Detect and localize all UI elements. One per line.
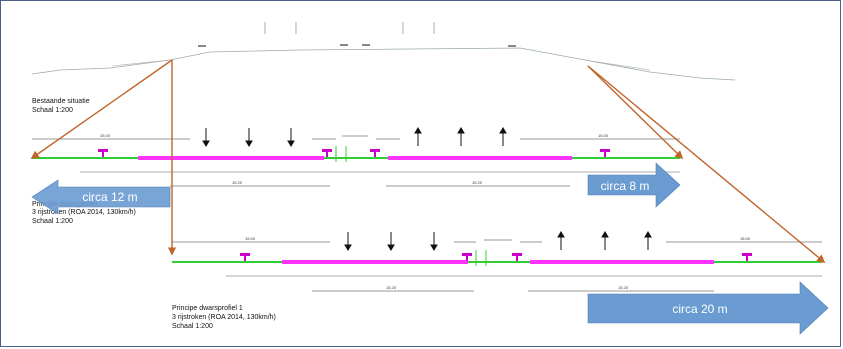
- profile-b-subtitle: 3 rijstroken (ROA 2014, 130km/h): [172, 314, 276, 321]
- existing-embankment: [31, 22, 736, 81]
- callout-right-bottom: circa 20 m: [587, 281, 829, 335]
- guide-lines: [30, 59, 826, 264]
- svg-text:15.20: 15.20: [618, 285, 629, 290]
- existing-scale: Schaal 1:200: [32, 107, 73, 114]
- existing-title: Bestaande situatie: [32, 98, 90, 105]
- profile-a-scale: Schaal 1:200: [32, 218, 73, 225]
- profile-b-title: Principe dwarsprofiel 1: [172, 305, 243, 312]
- svg-text:15.00: 15.00: [100, 133, 111, 138]
- profile-a-subtitle: 3 rijstroken (ROA 2014, 130km/h): [32, 209, 136, 216]
- profile-b-scale: Schaal 1:200: [172, 323, 213, 330]
- svg-text:15.00: 15.00: [740, 236, 751, 241]
- profile-b: 15.00 15.00 15.20 15.20: [172, 231, 822, 292]
- svg-text:15.00: 15.00: [598, 133, 609, 138]
- svg-text:15.00: 15.00: [245, 236, 256, 241]
- svg-text:15.20: 15.20: [232, 180, 243, 185]
- callout-left: circa 12 m: [31, 179, 171, 215]
- callout-right-bottom-text: circa 20 m: [672, 302, 727, 316]
- svg-text:15.20: 15.20: [386, 285, 397, 290]
- callout-left-text: circa 12 m: [82, 190, 137, 204]
- callout-right-top: circa 8 m: [587, 162, 681, 208]
- callout-right-top-text: circa 8 m: [601, 179, 650, 193]
- profile-a: 15.00 15.00 15.20 15.20: [32, 127, 680, 187]
- svg-text:15.20: 15.20: [472, 180, 483, 185]
